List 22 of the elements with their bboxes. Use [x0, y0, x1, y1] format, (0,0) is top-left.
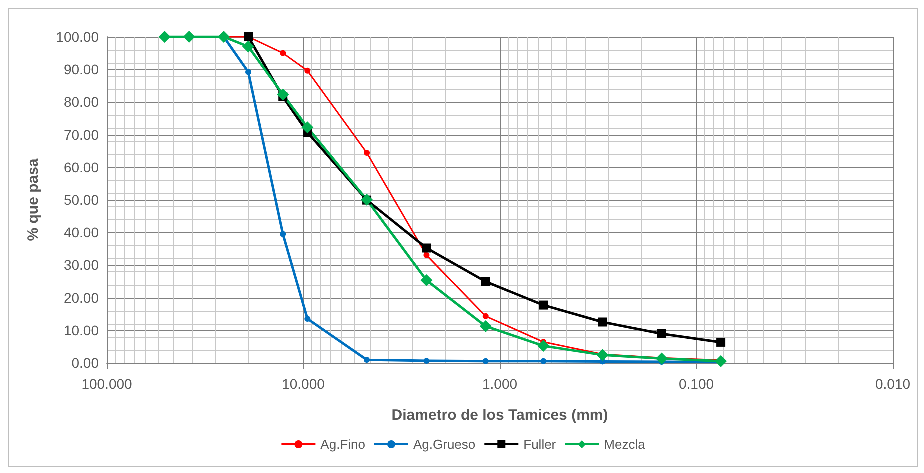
y-tick-label: 50.00 [64, 192, 100, 208]
y-tick-label: 90.00 [64, 62, 100, 78]
x-tick-label: 10.000 [282, 376, 326, 392]
y-tick-label: 40.00 [64, 224, 100, 241]
x-tick-label: 0.010 [875, 376, 911, 392]
y-tick-label: 60.00 [64, 159, 100, 176]
y-axis-title: % que pasa [25, 158, 42, 242]
y-tick-label: 80.00 [64, 94, 100, 110]
x-tick-label: 1.000 [482, 376, 518, 392]
y-tick-label: 0.00 [72, 355, 100, 371]
legend-label: Mezcla [604, 437, 646, 452]
x-axis-title: Diametro de los Tamices (mm) [392, 407, 608, 424]
legend-label: Fuller [524, 437, 557, 452]
y-tick-label: 10.00 [64, 322, 100, 338]
legend-label: Ag.Fino [320, 437, 366, 452]
y-tick-label: 30.00 [64, 257, 100, 274]
legend-label: Ag.Grueso [413, 437, 476, 452]
x-tick-label: 100.000 [82, 376, 133, 392]
y-tick-label: 100.00 [56, 29, 100, 45]
y-tick-label: 70.00 [64, 126, 100, 143]
x-tick-label: 0.100 [678, 376, 714, 392]
y-tick-label: 20.00 [64, 290, 100, 306]
